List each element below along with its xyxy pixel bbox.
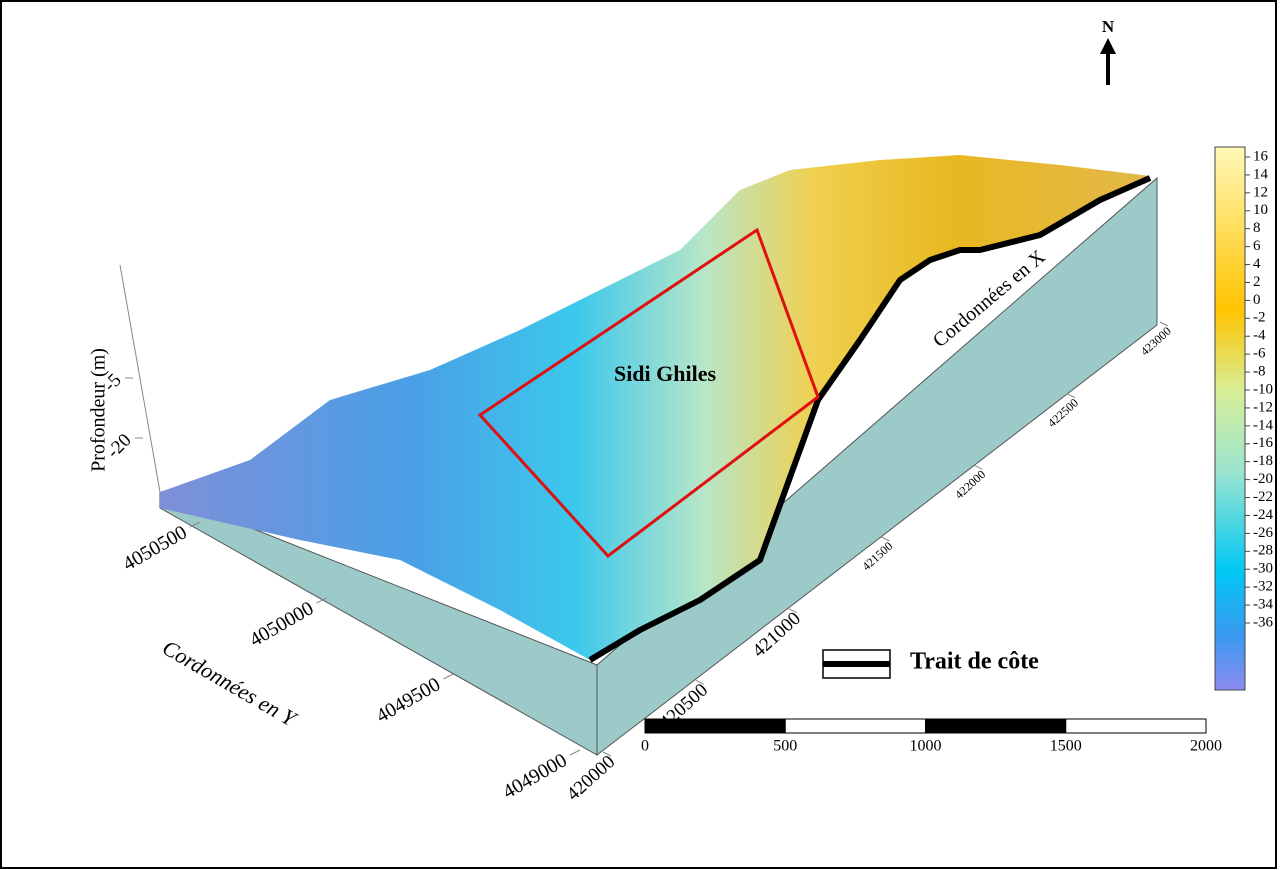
scale-label: 1500	[1050, 738, 1082, 755]
colorbar-label: 14	[1253, 166, 1269, 182]
scale-segment	[645, 719, 785, 733]
colorbar-label: -34	[1253, 597, 1273, 613]
colorbar-label: -10	[1253, 381, 1273, 397]
colorbar-label: -26	[1253, 525, 1273, 541]
colorbar-label: -24	[1253, 507, 1273, 523]
colorbar-label: 4	[1253, 256, 1261, 272]
legend-label: Trait de côte	[910, 649, 1039, 675]
colorbar-label: 0	[1253, 292, 1261, 308]
scale-label: 500	[773, 738, 797, 755]
colorbar-label: 16	[1253, 148, 1269, 164]
scale-label: 2000	[1190, 738, 1222, 755]
colorbar-label: -36	[1253, 614, 1273, 630]
colorbar-label: -16	[1253, 435, 1273, 451]
colorbar-label: -2	[1253, 310, 1266, 326]
colorbar-label: 2	[1253, 274, 1261, 290]
colorbar-label: 12	[1253, 184, 1268, 200]
colorbar-label: -20	[1253, 471, 1273, 487]
colorbar-label: 8	[1253, 220, 1261, 236]
site-label: Sidi Ghiles	[614, 361, 717, 386]
colorbar-label: 10	[1253, 202, 1268, 218]
scale-segment	[926, 719, 1066, 733]
colorbar	[1215, 147, 1245, 690]
colorbar-label: -30	[1253, 561, 1273, 577]
colorbar-label: -4	[1253, 328, 1266, 344]
colorbar-label: 6	[1253, 238, 1261, 254]
scale-segment	[785, 719, 925, 733]
north-label: N	[1102, 17, 1115, 36]
colorbar-label: -32	[1253, 579, 1273, 595]
colorbar-label: -8	[1253, 364, 1266, 380]
depth-axis-label: Profondeur (m)	[88, 348, 110, 472]
scale-label: 1000	[910, 738, 942, 755]
colorbar-label: -28	[1253, 543, 1273, 559]
colorbar-label: -12	[1253, 399, 1273, 415]
colorbar-label: -18	[1253, 453, 1273, 469]
colorbar-label: -6	[1253, 346, 1266, 362]
colorbar-label: -22	[1253, 489, 1273, 505]
map-figure: Sidi Ghiles Profondeur (m) Cordonnées en…	[0, 0, 1287, 870]
scale-label: 0	[641, 738, 649, 755]
colorbar-label: -14	[1253, 417, 1273, 433]
scale-segment	[1066, 719, 1206, 733]
